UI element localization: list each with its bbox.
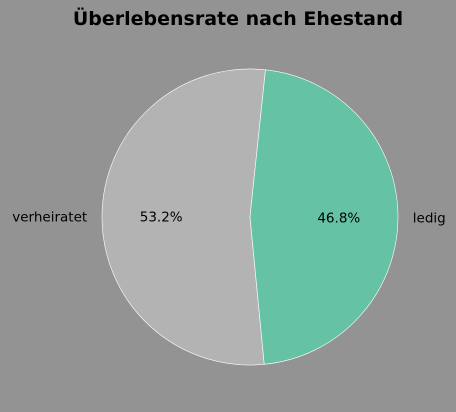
chart-title: Überlebensrate nach Ehestand (73, 6, 403, 30)
pie-slices (101, 68, 399, 366)
slice-percent-verheiratet: 53.2% (140, 210, 183, 226)
slice-percent-ledig: 46.8% (317, 210, 360, 226)
slice-label-verheiratet: verheiratet (12, 209, 87, 225)
pie-slice-ledig (249, 69, 399, 365)
slice-label-ledig: ledig (413, 211, 446, 227)
pie-slice-verheiratet (101, 68, 266, 366)
pie-labels: verheiratet 53.2% ledig 46.8% (12, 209, 445, 226)
